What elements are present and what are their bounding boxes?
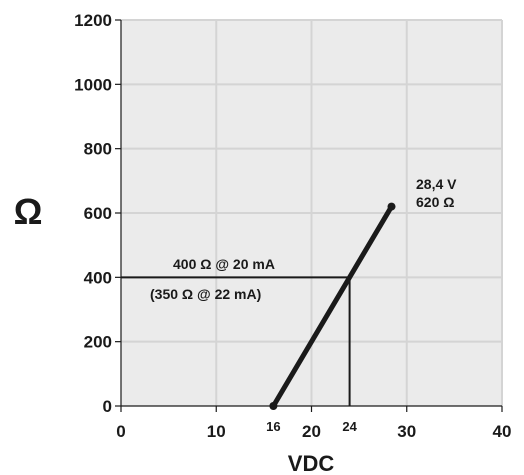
operating-point-label: 400 Ω @ 20 mA (173, 256, 275, 272)
x-tick-label: 0 (116, 422, 125, 441)
data-point (269, 402, 278, 410)
y-tick-label: 600 (84, 204, 112, 223)
y-tick-label: 1000 (74, 75, 112, 94)
x-tick-label: 40 (493, 422, 512, 441)
y-tick-label: 0 (103, 397, 112, 416)
series-line (270, 204, 395, 409)
operating-point-alt-label: (350 Ω @ 22 mA) (150, 286, 261, 302)
y-axis-title: Ω (14, 191, 43, 232)
x-tick-label-small: 16 (266, 419, 280, 434)
x-tick-label: 10 (207, 422, 226, 441)
y-axis-ticks: 0 200 400 600 800 1000 1200 (74, 11, 121, 416)
x-tick-label: 20 (302, 422, 321, 441)
data-point (387, 202, 396, 211)
x-axis-ticks: 0 10 20 30 40 16 24 (116, 406, 511, 441)
endpoint-voltage-label: 28,4 V (416, 176, 457, 192)
y-tick-label: 200 (84, 333, 112, 352)
endpoint-resistance-label: 620 Ω (416, 194, 454, 210)
y-tick-label: 1200 (74, 11, 112, 30)
y-tick-label: 400 (84, 268, 112, 287)
x-tick-label-small: 24 (342, 419, 357, 434)
x-tick-label: 30 (397, 422, 416, 441)
x-axis-title: VDC (288, 451, 335, 475)
series (269, 202, 396, 410)
reference-lines (121, 276, 351, 406)
y-tick-label: 800 (84, 140, 112, 159)
